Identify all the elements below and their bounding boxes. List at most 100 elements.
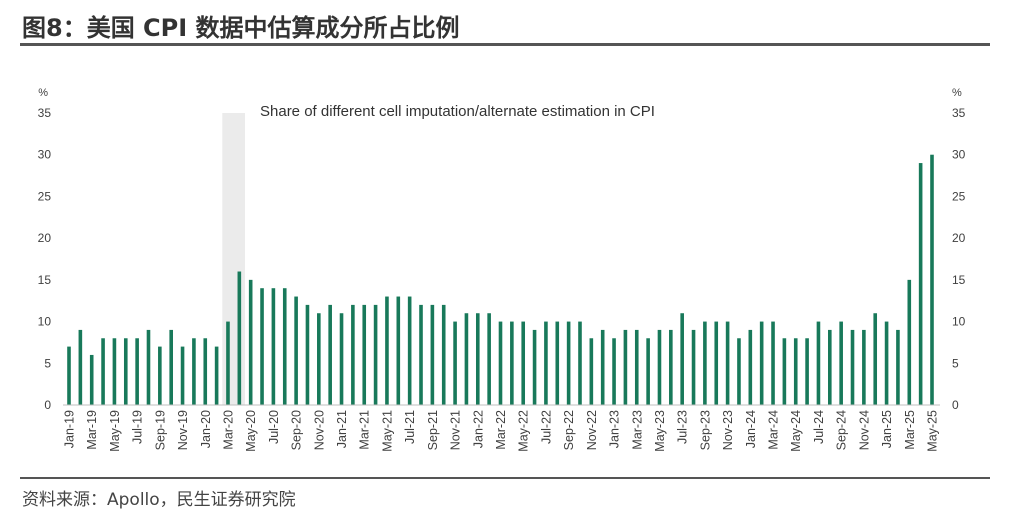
bar: Mar-25 [907, 279, 912, 405]
bar: Feb-19 [78, 329, 83, 405]
x-tick-label: May-20 [244, 410, 258, 452]
y-axis-left: 0 5 10 15 20 25 30 35 [38, 106, 52, 412]
bar: Oct-19 [169, 329, 173, 405]
bar: Mar-24 [771, 321, 775, 405]
bar: May-21 [385, 296, 389, 405]
bar: Feb-21 [351, 304, 355, 405]
footer-rule [20, 477, 990, 479]
bar: Oct-23 [714, 321, 719, 405]
bar: Dec-19 [192, 338, 196, 405]
bar: Sep-21 [430, 304, 435, 405]
x-tick-label: Jan-23 [608, 410, 622, 448]
bar: Apr-19 [101, 338, 105, 405]
bar: Sep-20 [294, 296, 298, 405]
bar: Jun-21 [396, 296, 401, 405]
x-tick-label: Mar-19 [85, 410, 99, 450]
y-unit-label-left: % [38, 87, 48, 99]
bar: May-23 [657, 329, 662, 405]
bar: Aug-19 [146, 329, 151, 405]
bar: Oct-24 [850, 329, 855, 405]
x-tick-label: Sep-22 [562, 410, 576, 450]
bar: Jun-24 [805, 338, 809, 405]
bar: Jul-22 [544, 321, 548, 405]
x-axis-labels: Jan-19 Mar-19 May-19 Jul-19 Sep-19 Nov-19 Jan-… [63, 410, 940, 452]
x-tick-label: May-24 [789, 410, 803, 452]
x-tick-label: Jan-21 [335, 410, 349, 448]
bar: Dec-20 [328, 304, 332, 405]
bar: Apr-24 [782, 338, 787, 405]
bar: Aug-24 [828, 329, 832, 405]
x-tick-label: May-25 [926, 410, 940, 452]
bar: Dec-24 [873, 313, 878, 405]
bar: Feb-22 [487, 313, 491, 405]
x-tick-label: Sep-21 [426, 410, 440, 450]
bar: May-24 [793, 338, 798, 405]
bar: Jan-22 [475, 313, 480, 405]
bar: Sep-24 [839, 321, 843, 405]
y-unit-label-right: % [952, 87, 962, 99]
bar: Oct-22 [578, 321, 582, 405]
x-tick-label: May-21 [380, 410, 394, 452]
x-tick-label: Sep-24 [835, 410, 849, 450]
bar: Apr-25 [918, 163, 923, 405]
bar: Jul-19 [135, 338, 139, 405]
x-tick-label: Jul-20 [267, 410, 281, 444]
bar: Aug-22 [555, 321, 560, 405]
x-tick-label: May-23 [653, 410, 667, 452]
x-tick-label: Sep-19 [153, 410, 167, 450]
x-tick-label: Jul-23 [676, 410, 690, 444]
y-tick-label-right: 15 [952, 273, 966, 287]
x-tick-label: Jan-20 [199, 410, 213, 448]
bar: Mar-22 [498, 321, 503, 405]
x-tick-label: Jan-24 [744, 410, 758, 448]
bar: Jul-21 [407, 296, 412, 405]
bar: Mar-19 [89, 354, 94, 405]
x-tick-label: Nov-22 [585, 410, 599, 450]
bar: Apr-21 [373, 304, 378, 405]
bar: Apr-22 [510, 321, 514, 405]
x-tick-label: Jan-22 [471, 410, 485, 448]
y-tick-label-right: 0 [952, 398, 959, 412]
bar: Sep-22 [566, 321, 571, 405]
x-tick-label: Nov-20 [312, 410, 326, 450]
figure-title: 图8：美国 CPI 数据中估算成分所占比例 [22, 14, 460, 42]
header-rule [20, 43, 990, 46]
x-tick-label: Jan-19 [63, 410, 77, 448]
bar: Feb-25 [896, 329, 900, 405]
bar: Feb-24 [759, 321, 764, 405]
y-axis-right: 0 5 10 15 20 25 30 35 [952, 106, 966, 412]
bar: Nov-23 [725, 321, 730, 405]
bar: Dec-21 [464, 313, 469, 405]
x-tick-label: Nov-19 [176, 410, 190, 450]
x-tick-label: Nov-23 [721, 410, 735, 450]
x-tick-label: Jul-21 [403, 410, 417, 444]
bar: Jul-20 [271, 288, 276, 405]
chart-title: Share of different cell imputation/alter… [260, 103, 655, 120]
bar-chart: Jan-19Feb-19Mar-19Apr-19May-19Jun-19Jul-… [38, 87, 966, 452]
bar: Aug-21 [419, 304, 423, 405]
bar: Jan-23 [612, 338, 616, 405]
shading-layer [222, 113, 246, 405]
bar: May-20 [248, 279, 253, 405]
y-tick-label-left: 15 [38, 273, 52, 287]
bar: Mar-20 [226, 321, 230, 405]
y-tick-label-left: 35 [38, 106, 52, 120]
x-tick-label: Nov-24 [857, 410, 871, 450]
y-tick-label-left: 0 [44, 398, 51, 412]
bar: May-25 [930, 154, 934, 405]
x-tick-label: Mar-21 [358, 410, 372, 450]
y-tick-label-right: 20 [952, 231, 966, 245]
bar: Feb-20 [214, 346, 219, 405]
shaded-period-band [222, 113, 246, 405]
y-tick-label-right: 35 [952, 106, 966, 120]
bar: Jan-21 [339, 313, 344, 405]
bars-layer: Jan-19 Feb-19 Mar-19 Apr-19 May-19 Jun-19 Jul-… [67, 154, 934, 405]
y-tick-label-left: 25 [38, 189, 52, 203]
bar: Jan-19 [67, 346, 71, 405]
bar: Aug-20 [282, 288, 287, 405]
y-tick-label-right: 25 [952, 189, 966, 203]
bar: Jan-25 [884, 321, 889, 405]
bar: Jul-24 [816, 321, 821, 405]
bar: Jul-23 [680, 313, 684, 405]
bar: Nov-19 [180, 346, 185, 405]
